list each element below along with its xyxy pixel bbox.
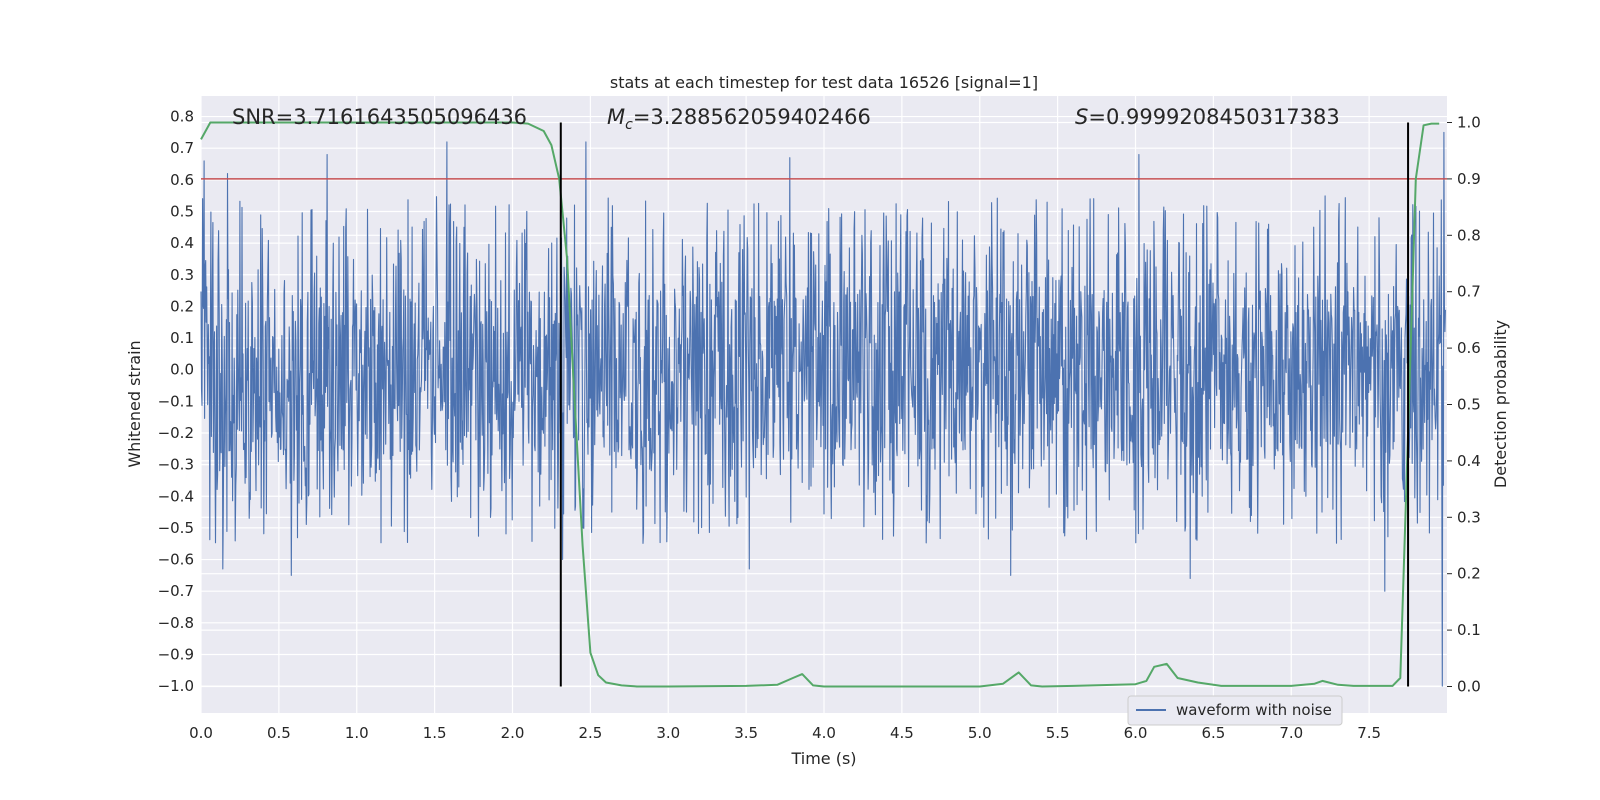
y-tick-label: 0.1 <box>170 329 194 347</box>
x-tick-label: 2.5 <box>578 724 602 742</box>
y-tick-label: −0.5 <box>158 519 194 537</box>
x-tick-label: 7.0 <box>1279 724 1303 742</box>
y-tick-label: −0.8 <box>158 614 194 632</box>
y2-tick-label: 0.6 <box>1457 339 1481 357</box>
detection-probability-series <box>200 121 1447 688</box>
x-tick-label: 2.0 <box>501 724 525 742</box>
y2-tick-label: 0.9 <box>1457 170 1481 188</box>
y2-axis-label: Detection probability <box>1491 320 1510 488</box>
y-tick-label: 0.8 <box>170 108 194 126</box>
x-tick-label: 4.5 <box>890 724 914 742</box>
x-tick-label: 5.0 <box>968 724 992 742</box>
y-tick-label: −0.2 <box>158 424 194 442</box>
x-tick-label: 4.0 <box>812 724 836 742</box>
x-tick-label: 7.5 <box>1357 724 1381 742</box>
waveform-line <box>200 131 1446 687</box>
y-tick-label: 0.5 <box>170 202 194 220</box>
y2-tick-label: 0.3 <box>1457 508 1481 526</box>
y-tick-label: −0.7 <box>158 582 194 600</box>
y-tick-label: 0.6 <box>170 171 194 189</box>
y2-tick-label: 0.8 <box>1457 226 1481 244</box>
legend-box <box>1127 695 1343 726</box>
y-tick-label: 0.3 <box>170 266 194 284</box>
x-tick-label: 0.0 <box>189 724 213 742</box>
y-tick-label: 0.7 <box>170 139 194 157</box>
x-tick-label: 6.5 <box>1201 724 1225 742</box>
y-tick-label: −0.6 <box>158 551 194 569</box>
x-tick-label: 0.5 <box>267 724 291 742</box>
y-tick-label: 0.0 <box>170 361 194 379</box>
x-tick-label: 1.0 <box>345 724 369 742</box>
y-tick-label: 0.4 <box>170 234 194 252</box>
x-tick-label: 1.5 <box>423 724 447 742</box>
waveform-series <box>200 131 1446 687</box>
chirp-mass-annotation: Mc=3.288562059402466 <box>607 105 871 133</box>
y-tick-label: −0.1 <box>158 392 194 410</box>
y-tick-label: −0.9 <box>158 645 194 663</box>
y2-tick-label: 0.4 <box>1457 452 1481 470</box>
x-tick-label: 6.0 <box>1124 724 1148 742</box>
ticks: 0.0 0.5 1.0 1.5 2.0 2.5 3.0 3.5 4.0 4.5 5.0 5.5 6.0 6… <box>158 108 1481 742</box>
y-tick-label: 0.2 <box>170 297 194 315</box>
y2-tick-label: 0.7 <box>1457 283 1481 301</box>
y2-tick-label: 0.2 <box>1457 565 1481 583</box>
legend: waveform with noise <box>1127 695 1343 726</box>
y-tick-label: −1.0 <box>158 677 194 695</box>
score-annotation: S=0.9999208450317383 <box>1075 105 1340 129</box>
y-tick-label: −0.4 <box>158 487 194 505</box>
x-tick-label: 3.0 <box>656 724 680 742</box>
y-tick-label: −0.3 <box>158 456 194 474</box>
x-tick-label: 3.5 <box>734 724 758 742</box>
x-axis-label: Time (s) <box>790 749 856 768</box>
detection-probability-line <box>200 121 1440 688</box>
event-markers <box>559 122 1410 687</box>
y2-tick-label: 0.0 <box>1457 677 1481 695</box>
y2-tick-label: 1.0 <box>1457 114 1481 132</box>
y-axis-label: Whitened strain <box>125 340 144 467</box>
snr-annotation: SNR=3.7161643505096436 <box>232 105 527 129</box>
y2-tick-label: 0.1 <box>1457 621 1481 639</box>
y2-tick-label: 0.5 <box>1457 396 1481 414</box>
legend-label-waveform: waveform with noise <box>1176 701 1332 719</box>
chart-title: stats at each timestep for test data 165… <box>610 73 1038 92</box>
x-tick-label: 5.5 <box>1046 724 1070 742</box>
